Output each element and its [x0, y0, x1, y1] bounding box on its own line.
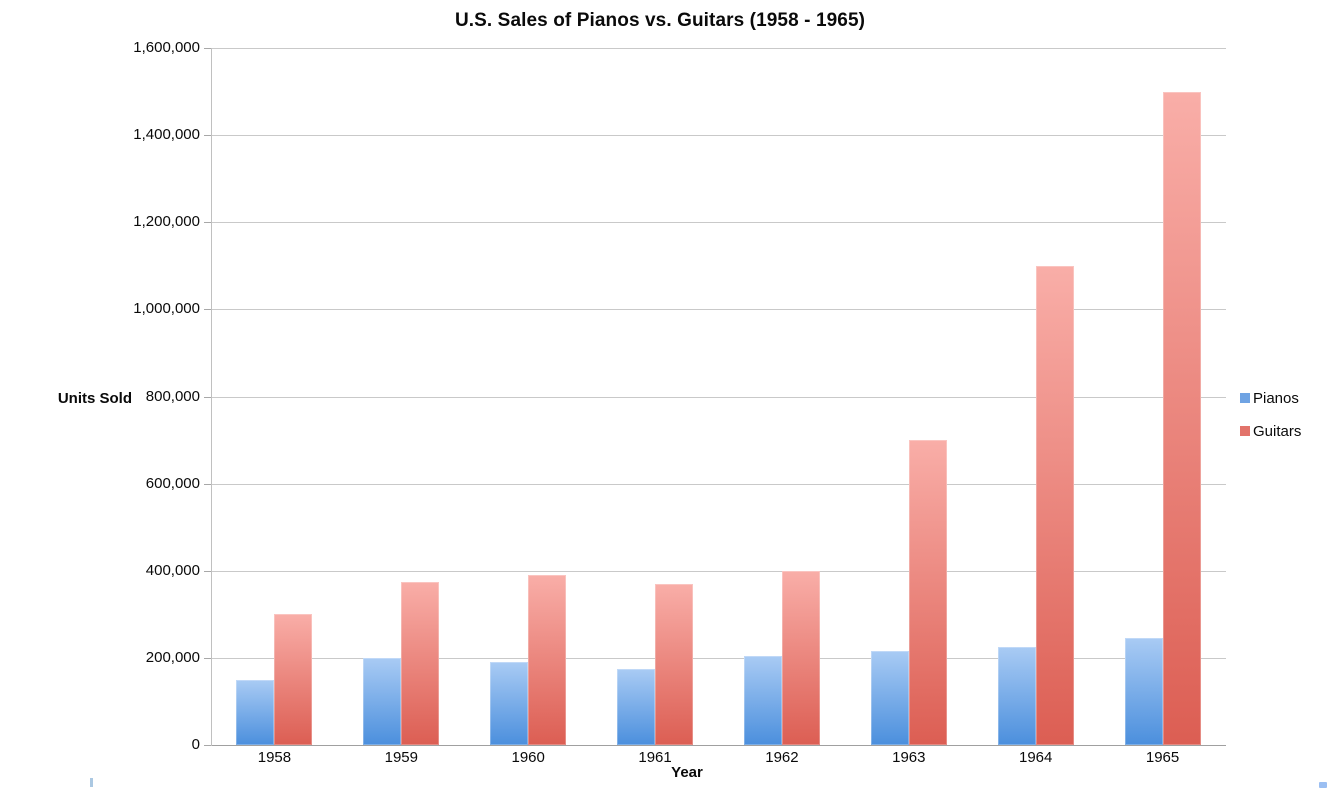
- gridline: [211, 396, 1226, 398]
- legend-swatch-pianos: [1240, 393, 1250, 403]
- bar-pianos-1960: [490, 662, 529, 745]
- x-tick-label: 1965: [1145, 749, 1180, 766]
- y-axis-tick: [204, 396, 211, 398]
- gridline: [211, 135, 1226, 137]
- bar-pianos-1959: [363, 657, 402, 745]
- y-axis-tick: [204, 48, 211, 49]
- resize-handle-artifact: [1319, 782, 1327, 788]
- y-tick-label: 400,000: [145, 561, 200, 579]
- gridline: [211, 570, 1226, 572]
- x-tick-label: 1961: [638, 749, 672, 766]
- legend-item-guitars: Guitars: [1240, 421, 1301, 441]
- gridline: [211, 48, 1226, 49]
- gridline: [211, 657, 1226, 659]
- bar-pianos-1965: [1124, 638, 1163, 745]
- bar-guitars-1960: [528, 575, 567, 745]
- x-tick-label: 1960: [511, 749, 545, 766]
- gridline: [211, 745, 1226, 746]
- y-tick-label: 800,000: [145, 387, 200, 405]
- y-axis-tick: [204, 483, 211, 485]
- bar-guitars-1959: [401, 581, 440, 745]
- y-axis-tick: [204, 135, 211, 137]
- y-tick-label: 1,200,000: [133, 213, 200, 231]
- x-tick-label: 1964: [1019, 749, 1053, 766]
- bar-guitars-1958: [274, 614, 313, 745]
- y-axis-tick: [204, 745, 211, 746]
- bar-guitars-1965: [1162, 91, 1201, 745]
- chart-title: U.S. Sales of Pianos vs. Guitars (1958 -…: [454, 10, 866, 31]
- legend-label: Pianos: [1253, 389, 1299, 407]
- bar-guitars-1962: [781, 570, 820, 745]
- y-tick-label: 600,000: [145, 474, 200, 492]
- legend-swatch-guitars: [1240, 426, 1250, 436]
- bar-guitars-1961: [655, 583, 694, 745]
- x-axis-title: Year: [671, 764, 703, 781]
- gridline: [211, 483, 1226, 485]
- y-tick-label: 200,000: [145, 648, 200, 666]
- y-axis-tick: [204, 222, 211, 224]
- y-axis-tick: [204, 657, 211, 659]
- bar-pianos-1962: [743, 655, 782, 745]
- y-tick-label: 1,400,000: [133, 126, 200, 144]
- y-axis-line: [211, 48, 212, 746]
- bar-guitars-1963: [908, 440, 947, 745]
- bar-pianos-1958: [236, 679, 275, 745]
- y-tick-label: 1,600,000: [133, 39, 200, 56]
- x-tick-label: 1958: [257, 749, 292, 766]
- gridline: [211, 309, 1226, 311]
- bar-pianos-1961: [617, 668, 656, 745]
- y-axis-tick: [204, 570, 211, 572]
- gridline: [211, 222, 1226, 224]
- legend-label: Guitars: [1253, 422, 1302, 440]
- bar-pianos-1964: [997, 646, 1036, 745]
- bar-pianos-1963: [870, 651, 909, 745]
- legend-item-pianos: Pianos: [1240, 388, 1301, 408]
- y-tick-label: 0: [191, 736, 200, 753]
- x-tick-label: 1962: [765, 749, 799, 766]
- bar-guitars-1964: [1035, 265, 1074, 745]
- y-tick-label: 1,000,000: [133, 300, 200, 318]
- y-axis-tick: [204, 309, 211, 311]
- legend: Pianos Guitars: [1240, 388, 1301, 454]
- x-tick-label: 1959: [384, 749, 418, 766]
- screenshot-artifact-left: [90, 778, 93, 787]
- x-tick-label: 1963: [892, 749, 926, 766]
- y-axis-title: Units Sold: [57, 390, 132, 407]
